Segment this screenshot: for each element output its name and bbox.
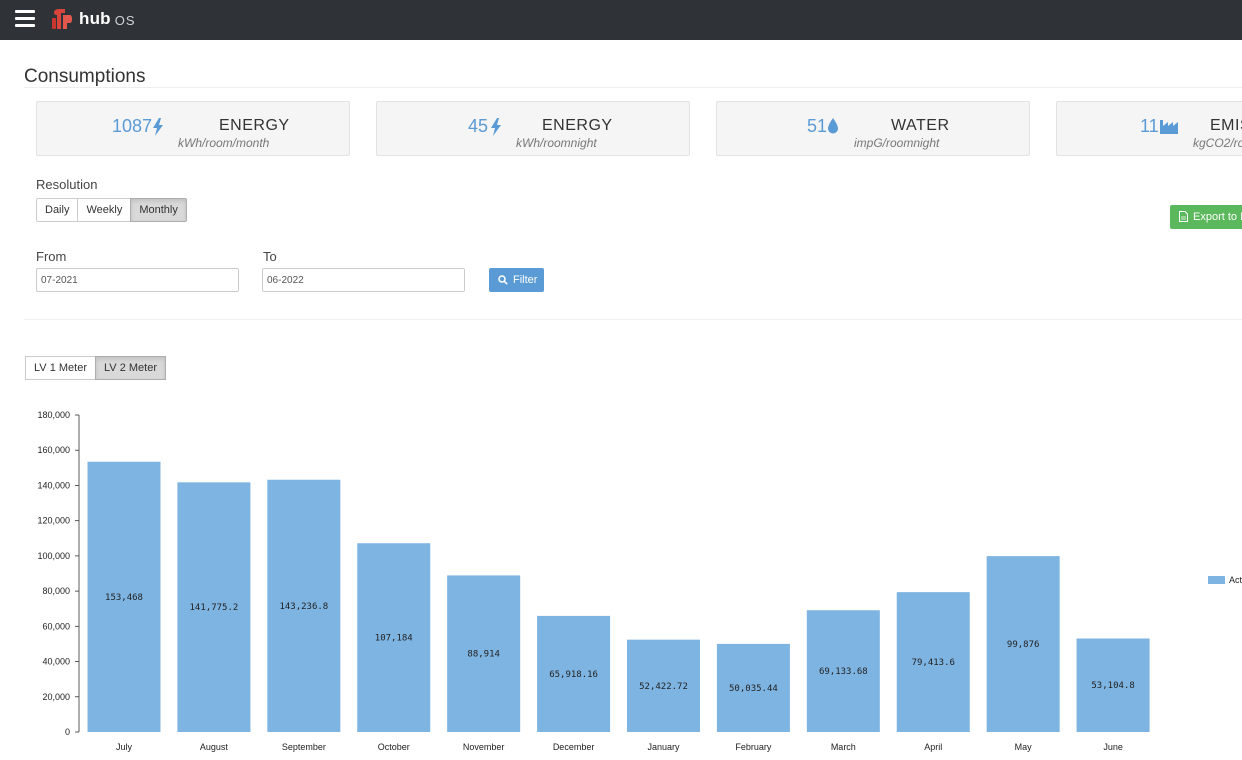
water-drop-icon <box>828 118 838 134</box>
menu-icon[interactable] <box>15 10 35 28</box>
y-tick-label: 80,000 <box>42 586 70 596</box>
x-tick-label: February <box>735 742 772 752</box>
consumption-bar-chart: 0 20,000 40,000 60,000 80,000 100,000 120,000 1… <box>37 410 1242 752</box>
y-tick-label: 20,000 <box>42 692 70 702</box>
energy-per-roomnight-card: 45 ENERGY kWh/roomnight <box>376 101 690 156</box>
bar <box>357 543 431 732</box>
y-tick-label: 140,000 <box>37 480 70 490</box>
bar-value-label: 99,876 <box>1007 640 1040 650</box>
bar <box>87 461 161 732</box>
hub-logo-icon <box>52 9 72 29</box>
x-tick-label: March <box>831 742 856 752</box>
bar <box>267 479 341 732</box>
card-type: WATER <box>891 117 950 134</box>
card-value: 45 <box>468 116 489 136</box>
to-label: To <box>263 249 277 264</box>
card-unit: kWh/room/month <box>178 136 270 150</box>
search-icon <box>498 275 508 285</box>
bar-value-label: 69,133.68 <box>819 667 868 677</box>
x-tick-label: April <box>924 742 942 752</box>
water-card: 51 WATER impG/roomnight <box>716 101 1030 156</box>
bar <box>1076 638 1150 732</box>
x-tick-label: September <box>282 742 326 752</box>
bar-value-label: 52,422.72 <box>639 682 688 692</box>
page-title: Consumptions <box>24 66 146 87</box>
bar <box>806 610 880 732</box>
x-tick-label: November <box>463 742 505 752</box>
emissions-card: 11 EMIS kgCO2/ro <box>1056 101 1242 156</box>
bar-value-label: 50,035.44 <box>729 684 778 694</box>
card-type: ENERGY <box>219 117 290 134</box>
bolt-icon <box>153 118 163 136</box>
bar-value-label: 88,914 <box>467 650 500 660</box>
y-tick-label: 180,000 <box>37 410 70 420</box>
bolt-icon <box>491 118 501 136</box>
bar-value-label: 65,918.16 <box>549 670 598 680</box>
y-tick-label: 120,000 <box>37 516 70 526</box>
legend-swatch <box>1208 576 1225 584</box>
x-tick-label: June <box>1103 742 1123 752</box>
resolution-toggle: Daily Weekly Monthly <box>36 198 187 222</box>
bar-value-label: 79,413.6 <box>912 658 955 668</box>
bar <box>986 556 1060 732</box>
y-tick-label: 100,000 <box>37 551 70 561</box>
export-button-label: Export to E <box>1193 211 1242 223</box>
from-date-input[interactable] <box>36 268 239 292</box>
card-value: 11 <box>1140 116 1159 136</box>
to-date-input[interactable] <box>262 268 465 292</box>
factory-icon <box>1160 120 1178 134</box>
bar <box>537 615 611 732</box>
logo-text: hub <box>79 9 111 28</box>
meter-lv2-button[interactable]: LV 2 Meter <box>95 356 166 380</box>
from-label: From <box>36 249 67 264</box>
card-type: EMIS <box>1210 117 1242 134</box>
resolution-label: Resolution <box>36 177 98 192</box>
meter-toggle: LV 1 Meter LV 2 Meter <box>25 356 166 380</box>
section-divider <box>24 319 1242 320</box>
card-type: ENERGY <box>542 117 613 134</box>
title-divider <box>24 87 1242 88</box>
card-unit: impG/roomnight <box>854 136 940 150</box>
bar <box>716 643 790 732</box>
logo[interactable]: hub OS <box>50 7 136 31</box>
meter-lv1-button[interactable]: LV 1 Meter <box>25 356 96 380</box>
x-tick-label: May <box>1015 742 1033 752</box>
resolution-daily-button[interactable]: Daily <box>36 198 79 222</box>
export-button[interactable]: Export to E <box>1170 205 1242 229</box>
bar <box>627 639 700 732</box>
card-unit: kWh/roomnight <box>516 136 597 150</box>
bar <box>447 575 521 732</box>
bar-value-label: 143,236.8 <box>279 602 328 612</box>
legend-label: Acti <box>1229 575 1242 585</box>
filter-button-label: Filter <box>513 274 538 286</box>
bar-value-label: 141,775.2 <box>190 603 239 613</box>
x-tick-label: July <box>116 742 133 752</box>
y-tick-label: 40,000 <box>42 657 70 667</box>
card-value: 51 <box>807 116 828 136</box>
y-tick-label: 0 <box>65 727 70 737</box>
document-icon <box>1179 211 1188 222</box>
x-tick-label: December <box>553 742 595 752</box>
bar <box>177 482 251 732</box>
x-tick-label: January <box>647 742 680 752</box>
bar <box>896 592 970 732</box>
bar-value-label: 53,104.8 <box>1091 681 1134 691</box>
bar-value-label: 107,184 <box>375 634 413 644</box>
y-tick-label: 160,000 <box>37 445 70 455</box>
card-unit: kgCO2/ro <box>1193 136 1242 150</box>
x-tick-label: October <box>378 742 410 752</box>
energy-per-room-card: 1087 ENERGY kWh/room/month <box>36 101 350 156</box>
top-bar: hub OS <box>0 0 1242 40</box>
x-tick-label: August <box>200 742 229 752</box>
resolution-monthly-button[interactable]: Monthly <box>130 198 187 222</box>
y-tick-label: 60,000 <box>42 621 70 631</box>
filter-button[interactable]: Filter <box>489 268 544 292</box>
bar-value-label: 153,468 <box>105 593 143 603</box>
resolution-weekly-button[interactable]: Weekly <box>77 198 132 222</box>
logo-subtext: OS <box>114 13 136 28</box>
card-value: 1087 <box>112 116 153 136</box>
